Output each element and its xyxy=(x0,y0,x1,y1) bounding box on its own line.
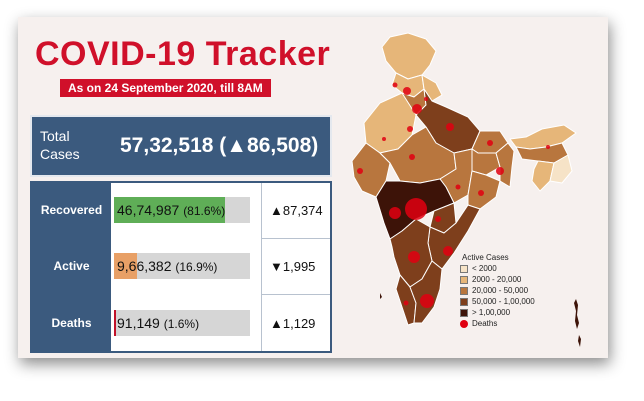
death-marker xyxy=(407,126,413,132)
death-marker xyxy=(478,190,484,196)
map-region xyxy=(467,170,501,210)
death-marker xyxy=(424,97,428,101)
death-marker xyxy=(357,168,363,174)
recovered-bar: 46,74,987 (81.6%) xyxy=(114,197,250,223)
active-value: 9,66,382 (16.9%) xyxy=(117,258,217,274)
death-marker xyxy=(405,198,427,220)
legend-deaths-label: Deaths xyxy=(472,319,498,328)
death-marker xyxy=(455,184,461,190)
death-marker xyxy=(389,207,401,219)
total-cases-number: 57,32,518 xyxy=(120,134,214,157)
page-title: COVID-19 Tracker xyxy=(35,35,331,73)
date-subtitle: As on 24 September 2020, till 8AM xyxy=(60,79,271,97)
map-region xyxy=(421,74,443,102)
death-marker xyxy=(420,294,434,308)
legend-item-label: 2000 - 20,000 xyxy=(472,275,522,284)
total-cases-value: 57,32,518 (▲86,508) xyxy=(120,134,318,158)
legend-item-label: > 1,00,000 xyxy=(472,308,511,317)
active-bar-fill xyxy=(114,253,137,279)
total-cases-change: (▲86,508) xyxy=(219,134,319,157)
legend-item-deaths: Deaths xyxy=(460,319,535,330)
map-region xyxy=(549,154,573,184)
delta-divider xyxy=(261,183,262,351)
tracker-card: COVID-19 Tracker As on 24 September 2020… xyxy=(18,17,608,358)
death-marker xyxy=(487,140,493,146)
death-marker xyxy=(409,154,415,160)
island-territory xyxy=(578,335,581,347)
legend-item: 20,000 - 50,000 xyxy=(460,286,535,297)
stats-label-column xyxy=(32,183,111,351)
deaths-bar-fill xyxy=(114,310,117,336)
recovered-delta: ▲87,374 xyxy=(270,203,323,218)
legend-item: > 1,00,000 xyxy=(460,308,535,319)
island-territory xyxy=(574,299,579,329)
recovered-value: 46,74,987 (81.6%) xyxy=(117,202,225,218)
death-marker xyxy=(382,137,386,141)
death-marker xyxy=(443,246,453,256)
death-marker xyxy=(403,300,409,306)
death-marker xyxy=(446,123,454,131)
island-territory xyxy=(380,293,382,299)
legend-item: 2000 - 20,000 xyxy=(460,275,535,286)
row-divider xyxy=(261,294,330,295)
active-number: 9,66,382 xyxy=(117,258,172,274)
legend-title: Active Cases xyxy=(462,253,509,262)
india-choropleth-map xyxy=(351,32,581,347)
active-delta: ▼1,995 xyxy=(270,259,316,274)
legend-item: 50,000 - 1,00,000 xyxy=(460,297,535,308)
death-marker xyxy=(403,87,411,95)
recovered-label: Recovered xyxy=(40,203,103,217)
deaths-dot-icon xyxy=(460,319,468,328)
recovered-percent: (81.6%) xyxy=(183,204,226,218)
legend-item-label: 20,000 - 50,000 xyxy=(472,286,529,295)
row-divider xyxy=(261,238,330,239)
legend-swatch xyxy=(460,264,468,273)
total-cases-label: Total Cases xyxy=(40,128,80,162)
active-bar: 9,66,382 (16.9%) xyxy=(114,253,250,279)
total-cases-panel: Total Cases 57,32,518 (▲86,508) xyxy=(30,115,332,177)
stats-table: Recovered 46,74,987 (81.6%) ▲87,374 Acti… xyxy=(30,181,332,353)
legend-swatch xyxy=(460,275,468,284)
deaths-number: 91,149 xyxy=(117,315,160,331)
map-legend: Active Cases < 2000 2000 - 20,000 20,000 -… xyxy=(460,253,535,330)
deaths-label: Deaths xyxy=(51,316,92,330)
legend-swatch xyxy=(460,297,468,306)
death-marker xyxy=(408,251,420,263)
recovered-bar-fill xyxy=(114,197,225,223)
map-region xyxy=(381,32,437,80)
deaths-percent: (1.6%) xyxy=(163,317,200,331)
map-region xyxy=(509,124,577,150)
death-marker xyxy=(496,167,504,175)
death-marker xyxy=(392,82,398,88)
active-percent: (16.9%) xyxy=(175,260,218,274)
death-marker xyxy=(435,216,441,222)
deaths-delta: ▲1,129 xyxy=(270,316,316,331)
deaths-value: 91,149 (1.6%) xyxy=(117,315,199,331)
death-marker xyxy=(412,104,422,114)
active-label: Active xyxy=(53,259,90,273)
legend-item-label: 50,000 - 1,00,000 xyxy=(472,297,535,306)
legend-swatch xyxy=(460,308,468,317)
deaths-bar: 91,149 (1.6%) xyxy=(114,310,250,336)
legend-item-label: < 2000 xyxy=(472,264,497,273)
death-marker xyxy=(546,145,550,149)
map-region xyxy=(409,260,443,324)
legend-swatch xyxy=(460,286,468,295)
recovered-number: 46,74,987 xyxy=(117,202,180,218)
legend-item: < 2000 xyxy=(460,264,535,275)
